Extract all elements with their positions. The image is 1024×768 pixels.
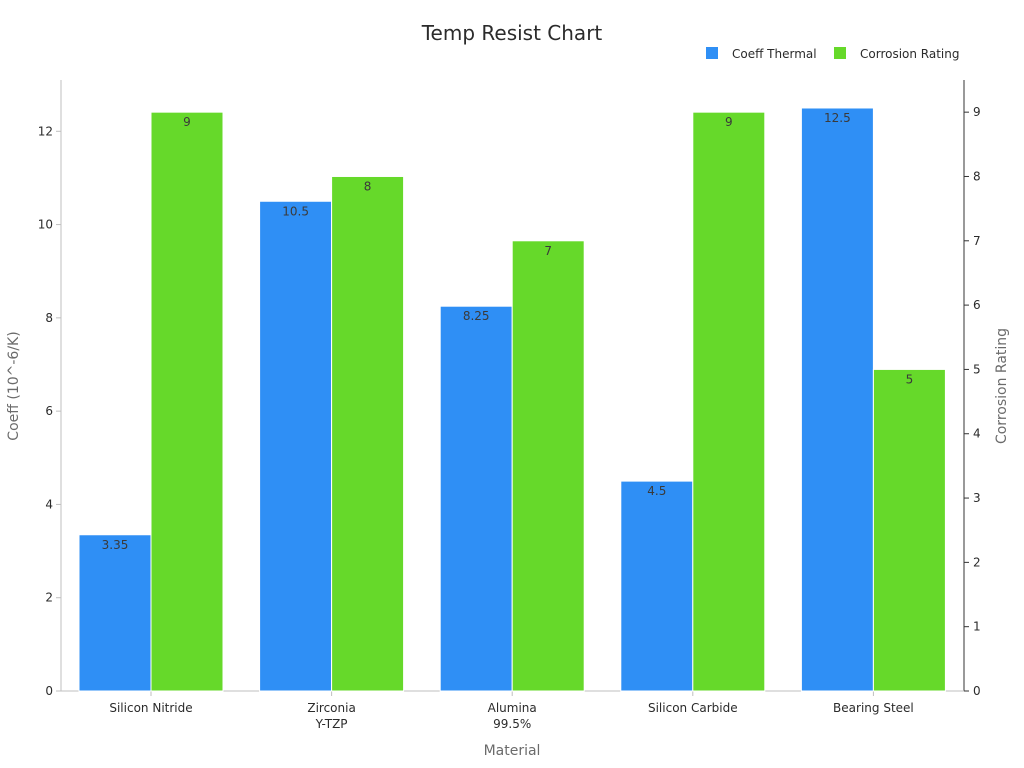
y-left-tick-label: 4 [45, 497, 53, 511]
y-right-tick-label: 4 [973, 427, 981, 441]
bar-coeff-thermal [259, 200, 333, 692]
y-left-tick-label: 2 [45, 591, 53, 605]
bar-value-label: 12.5 [824, 111, 851, 125]
bar-value-label: 9 [725, 115, 733, 129]
legend-label: Corrosion Rating [860, 47, 960, 61]
bar-value-label: 4.5 [647, 484, 666, 498]
legend-label: Coeff Thermal [732, 47, 817, 61]
y-right-tick-label: 9 [973, 105, 981, 119]
data-labels: 3.35 9 10.5 8 8.25 7 4.5 9 12.5 5 [102, 111, 914, 552]
y-right-tick-label: 0 [973, 684, 981, 698]
y-right-tick-label: 2 [973, 555, 981, 569]
x-tick-label: Zirconia Y-TZP [307, 701, 355, 731]
y-right-tick-label: 7 [973, 234, 981, 248]
chart-title: Temp Resist Chart [421, 21, 603, 45]
legend-swatch [834, 47, 846, 59]
bar-corrosion-rating [331, 175, 405, 692]
bar-corrosion-rating [511, 240, 585, 692]
bar-value-label: 8 [364, 179, 372, 193]
x-tick-label: Alumina 99.5% [488, 701, 537, 731]
y-left-tick-label: 8 [45, 311, 53, 325]
x-tick-label: Silicon Nitride [109, 701, 192, 715]
legend-swatch [706, 47, 718, 59]
bar-value-label: 3.35 [102, 538, 129, 552]
y-left-tick-label: 12 [38, 124, 53, 138]
bar-corrosion-rating [692, 111, 766, 692]
y-right-tick-label: 5 [973, 362, 981, 376]
bar-coeff-thermal [800, 107, 874, 692]
bar-value-label: 7 [544, 244, 552, 258]
bar-corrosion-rating [872, 368, 946, 692]
bar-value-label: 10.5 [282, 204, 309, 218]
bar-coeff-thermal [439, 305, 513, 692]
x-tick-label: Bearing Steel [833, 701, 914, 715]
x-tick-label: Silicon Carbide [648, 701, 738, 715]
bar-value-label: 8.25 [463, 309, 490, 323]
y-right-tick-label: 8 [973, 169, 981, 183]
y-axis-right-title: Corrosion Rating [994, 328, 1010, 444]
bar-coeff-thermal [620, 480, 694, 692]
y-right-tick-label: 1 [973, 620, 981, 634]
x-axis-title: Material [484, 743, 541, 759]
legend: Coeff Thermal Corrosion Rating [706, 47, 960, 61]
y-left-tick-label: 10 [38, 218, 53, 232]
bar-corrosion-rating [150, 111, 224, 692]
y-left-tick-label: 0 [45, 684, 53, 698]
y-right-tick-label: 6 [973, 298, 981, 312]
y-axis-left-title: Coeff (10^-6/K) [6, 331, 22, 440]
bar-value-label: 5 [906, 372, 914, 386]
y-left-tick-label: 6 [45, 404, 53, 418]
y-right-tick-label: 3 [973, 491, 981, 505]
bar-coeff-thermal [78, 534, 152, 692]
bar-value-label: 9 [183, 115, 191, 129]
bars [78, 107, 946, 692]
